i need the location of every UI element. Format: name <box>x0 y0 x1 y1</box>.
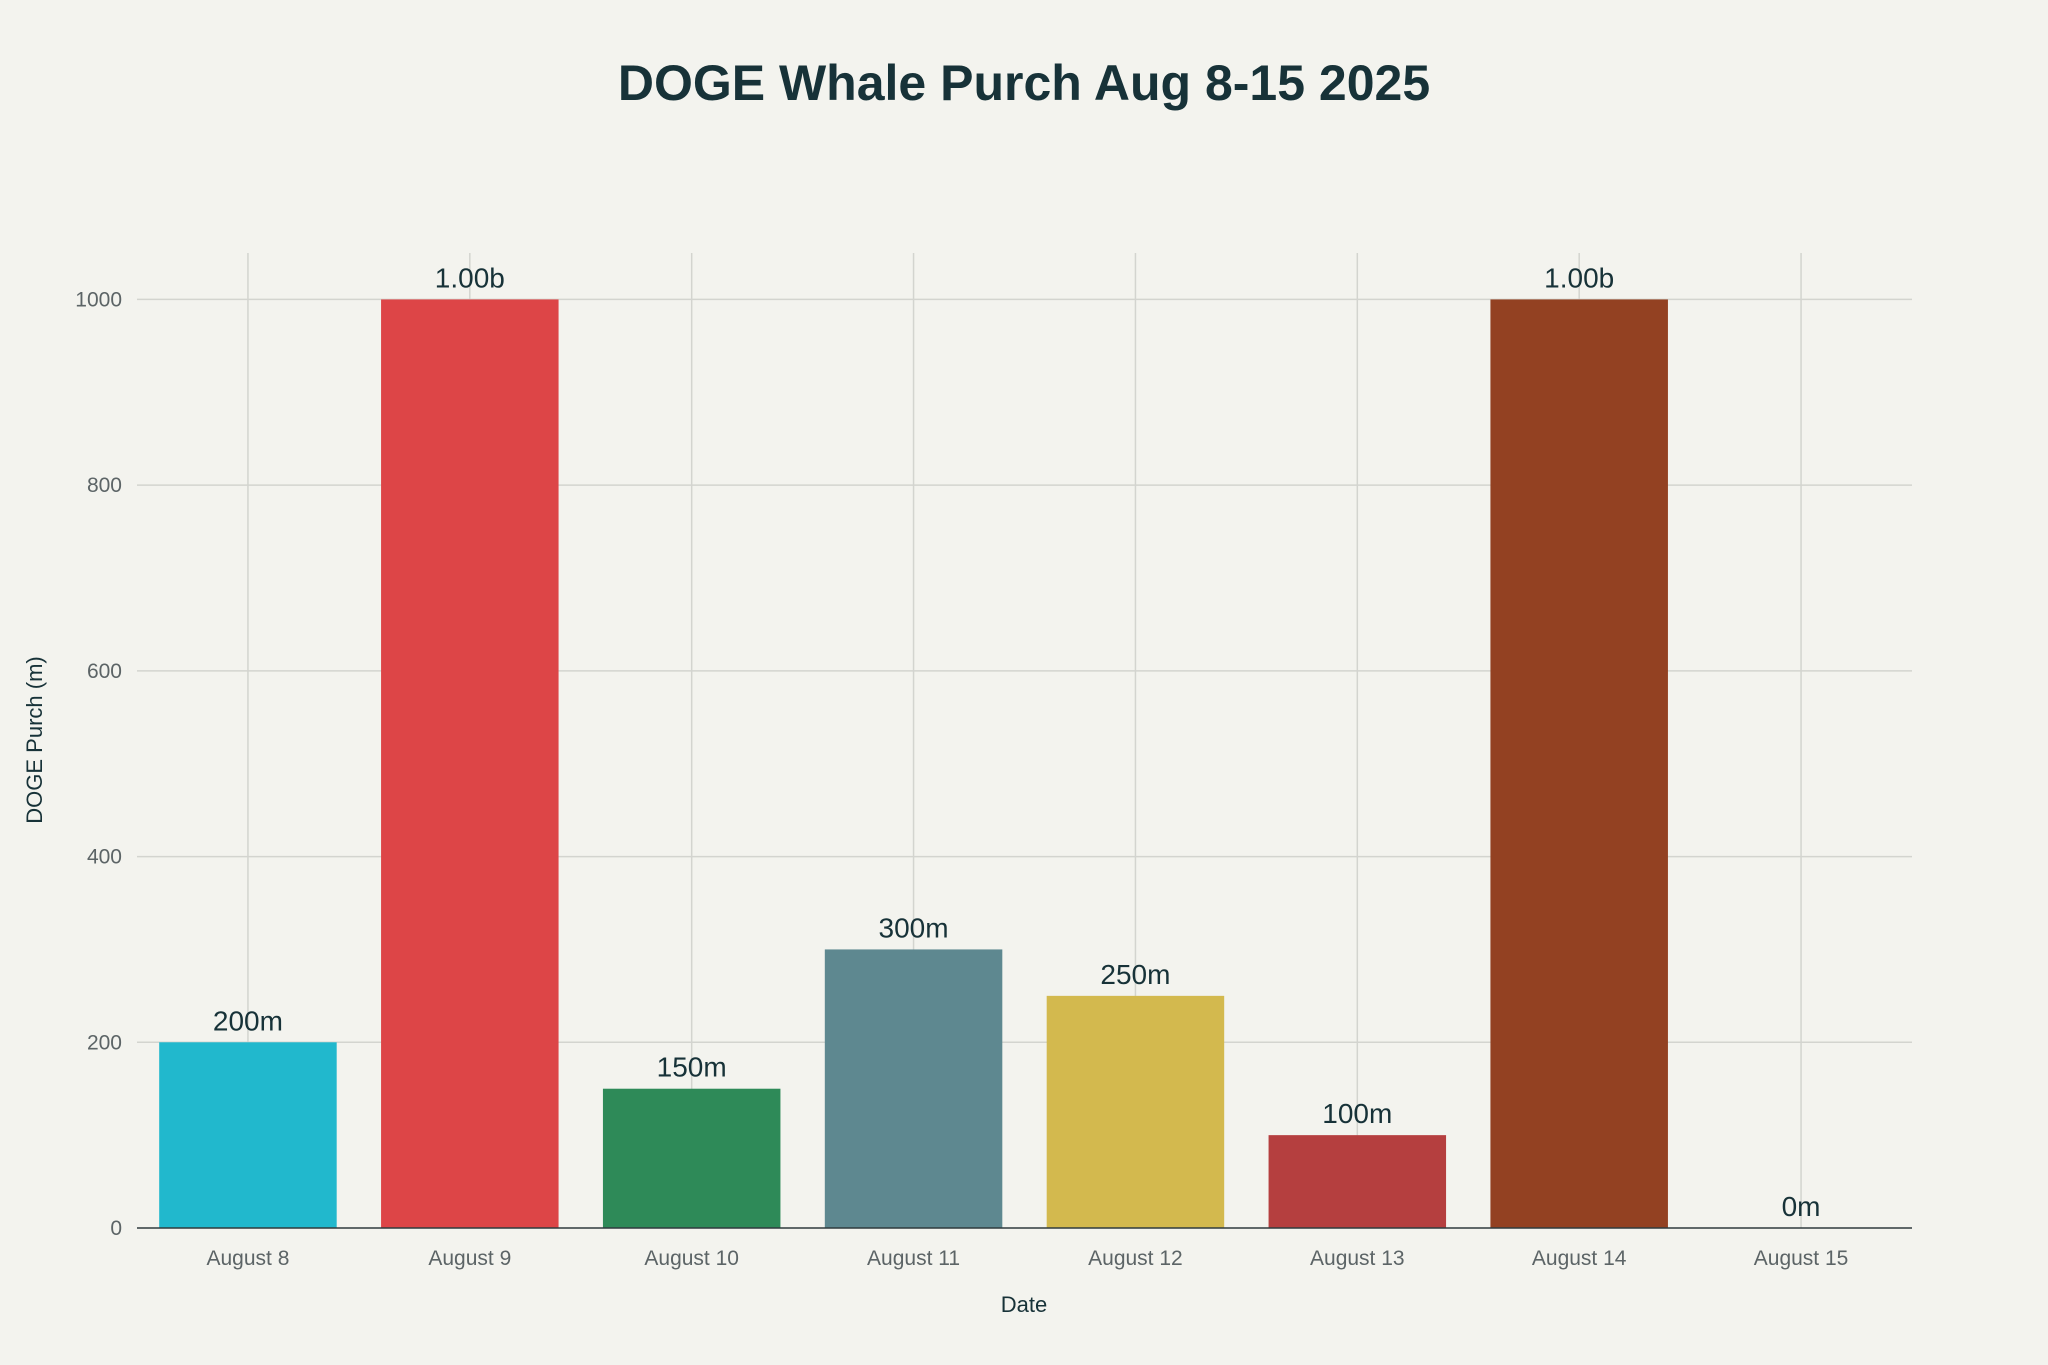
y-axis-title: DOGE Purch (m) <box>22 656 47 823</box>
x-tick-label: August 10 <box>644 1247 739 1270</box>
y-tick-label: 600 <box>87 660 122 683</box>
data-labels: 200m 1.00b 150m 300m 250m 100m 1.00b 0m <box>213 262 1821 1222</box>
x-tick-label: August 14 <box>1532 1247 1627 1270</box>
data-label: 300m <box>879 912 949 943</box>
bar <box>159 1042 337 1228</box>
y-tick-label: 1000 <box>75 288 122 311</box>
x-tick-label: August 15 <box>1754 1247 1849 1270</box>
x-tick-label: August 8 <box>206 1247 289 1270</box>
x-tick-label: August 11 <box>867 1247 960 1270</box>
x-tick-label: August 9 <box>428 1247 511 1270</box>
data-label: 250m <box>1100 959 1170 990</box>
tick-labels: 0 200 400 600 800 1000 August 8 August 9 August … <box>75 288 1848 1270</box>
bar <box>824 949 1003 1228</box>
bar <box>602 1088 781 1228</box>
y-tick-label: 0 <box>110 1217 122 1240</box>
data-label: 150m <box>657 1052 727 1083</box>
y-tick-label: 200 <box>87 1031 122 1054</box>
data-label: 1.00b <box>1544 262 1614 293</box>
data-label: 100m <box>1322 1098 1392 1129</box>
y-tick-label: 400 <box>87 846 122 869</box>
chart-title: DOGE Whale Purch Aug 8-15 2025 <box>618 55 1430 111</box>
x-axis-title: Date <box>1001 1292 1047 1317</box>
bar <box>381 299 559 1228</box>
data-label: 200m <box>213 1005 283 1036</box>
bars <box>159 299 1668 1228</box>
x-tick-label: August 13 <box>1310 1247 1405 1270</box>
x-tick-label: August 12 <box>1088 1247 1183 1270</box>
bar <box>1046 995 1225 1228</box>
data-label: 0m <box>1782 1191 1821 1222</box>
bar <box>1268 1135 1447 1228</box>
bar <box>1490 299 1668 1228</box>
y-tick-label: 800 <box>87 474 122 497</box>
data-label: 1.00b <box>435 262 505 293</box>
